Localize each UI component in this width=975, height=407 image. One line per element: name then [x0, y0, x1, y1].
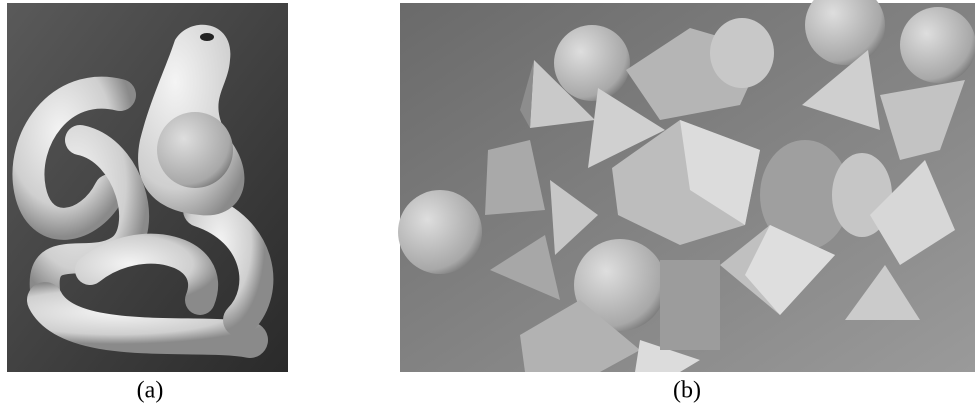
caption: (a)	[137, 378, 164, 404]
caption: (b)	[673, 378, 701, 404]
panel-b-image	[398, 0, 975, 372]
panel-a-image	[7, 3, 288, 372]
